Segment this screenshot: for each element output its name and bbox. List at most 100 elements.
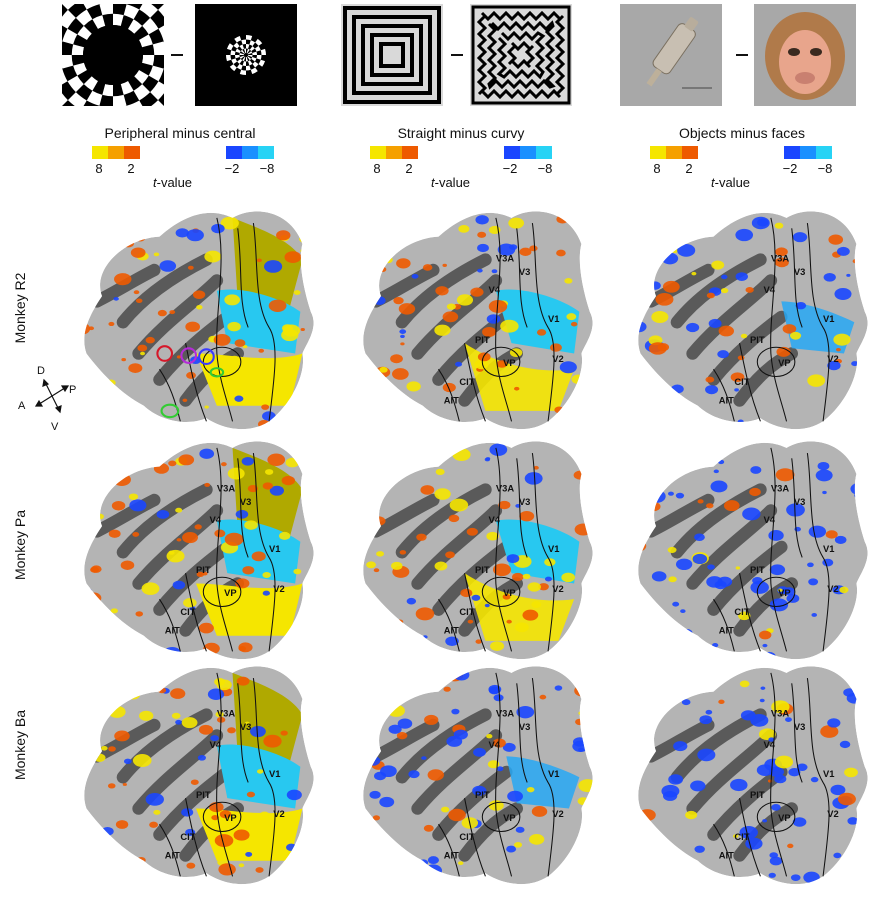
row-label-monkey-pa: Monkey Pa [12, 509, 28, 581]
minus-sign [171, 54, 183, 56]
tick-label: −2 [224, 161, 240, 176]
area-label-vp: VP [503, 812, 516, 823]
brain-flatmap: V3A V3 V4 V1 PIT VP V2 CIT AIT [335, 427, 615, 667]
area-label-vp: VP [778, 587, 791, 598]
area-label-v1: V1 [269, 768, 280, 779]
area-label-cit: CIT [734, 376, 749, 387]
area-label-v2: V2 [827, 583, 838, 594]
area-label-v3: V3 [794, 721, 805, 732]
area-label-v3: V3 [240, 721, 251, 732]
tick-label: 2 [127, 161, 135, 176]
area-label-cit: CIT [734, 606, 749, 617]
area-label-vp: VP [224, 812, 237, 823]
area-label-v2: V2 [827, 353, 838, 364]
area-label-v4: V4 [489, 284, 501, 295]
compass-posterior-label: P [69, 384, 77, 396]
area-label-v3a: V3A [771, 253, 789, 264]
area-label-vp: VP [224, 587, 237, 598]
row-label-monkey-ba: Monkey Ba [12, 709, 28, 781]
brain-flatmap: V3A V3 V4 V1 PIT VP V2 CIT AIT [335, 652, 615, 892]
compass-dorsal-label: D [37, 365, 45, 377]
area-label-v1: V1 [548, 313, 559, 324]
area-label-pit: PIT [750, 564, 765, 575]
area-label-pit: PIT [196, 564, 211, 575]
area-label-v3: V3 [519, 496, 530, 507]
tick-label: −8 [537, 161, 553, 176]
brain-flatmap: V3A V3 V4 V1 PIT VP V2 CIT AIT [610, 197, 877, 437]
area-label-v1: V1 [823, 768, 834, 779]
t-value-label: t-value [711, 175, 751, 190]
area-label-v3a: V3A [771, 483, 789, 494]
area-label-v4: V4 [764, 739, 776, 750]
area-label-v1: V1 [823, 313, 834, 324]
brain-flatmap: V3A V3 V4 V1 PIT VP V2 CIT AIT [610, 652, 877, 892]
monkey-face-image [754, 4, 856, 106]
minus-sign [451, 54, 463, 56]
tick-label: 2 [405, 161, 413, 176]
contrast-title-objects: Objects minus faces [678, 125, 806, 141]
compass-anterior-label: A [18, 400, 26, 412]
area-label-cit: CIT [180, 606, 195, 617]
curvy-squares-image [470, 4, 572, 106]
central-checkerboard-image [195, 4, 297, 106]
area-label-vp: VP [503, 357, 516, 368]
brain-flatmap: V3A V3 V4 V1 PIT VP V2 CIT AIT [335, 197, 615, 437]
brain-flatmap: V3A V3 V4 V1 PIT VP V2 CIT AIT [610, 427, 877, 667]
area-label-v3a: V3A [771, 708, 789, 719]
area-label-v3a: V3A [217, 483, 235, 494]
area-label-v2: V2 [273, 808, 284, 819]
tick-label: −2 [782, 161, 798, 176]
area-label-v4: V4 [210, 739, 222, 750]
area-label-pit: PIT [475, 334, 490, 345]
area-label-v1: V1 [548, 543, 559, 554]
area-label-cit: CIT [734, 831, 749, 842]
bottle-object-image [620, 4, 722, 106]
area-label-v4: V4 [489, 514, 501, 525]
area-label-v1: V1 [548, 768, 559, 779]
area-label-v2: V2 [552, 583, 563, 594]
area-label-cit: CIT [459, 606, 474, 617]
area-label-v2: V2 [552, 353, 563, 364]
area-label-vp: VP [778, 357, 791, 368]
area-label-pit: PIT [750, 789, 765, 800]
area-label-vp: VP [778, 812, 791, 823]
t-value-label: t-value [153, 175, 193, 190]
area-label-ait: AIT [165, 850, 180, 861]
area-label-cit: CIT [180, 831, 195, 842]
tick-label: 8 [373, 161, 381, 176]
compass-ventral-label: V [51, 421, 59, 433]
area-label-v3a: V3A [496, 708, 514, 719]
tick-label: −8 [259, 161, 275, 176]
area-label-v2: V2 [552, 808, 563, 819]
area-label-v3a: V3A [217, 708, 235, 719]
straight-squares-image [341, 4, 443, 106]
area-label-v3: V3 [519, 721, 530, 732]
area-label-vp: VP [503, 587, 516, 598]
area-label-ait: AIT [719, 625, 734, 636]
tick-label: −8 [817, 161, 833, 176]
area-label-v4: V4 [210, 514, 222, 525]
area-label-pit: PIT [750, 334, 765, 345]
area-label-ait: AIT [165, 625, 180, 636]
area-label-v2: V2 [273, 583, 284, 594]
area-label-pit: PIT [196, 789, 211, 800]
contrast-title-straight: Straight minus curvy [397, 125, 525, 141]
area-label-cit: CIT [459, 376, 474, 387]
area-label-v4: V4 [764, 514, 776, 525]
peripheral-checkerboard-image [62, 4, 164, 106]
area-label-ait: AIT [719, 850, 734, 861]
area-label-ait: AIT [719, 395, 734, 406]
brain-flatmap: V3A V3 V4 V1 PIT VP V2 CIT AIT [56, 652, 336, 892]
row-label-monkey-r2: Monkey R2 [12, 272, 28, 344]
area-label-cit: CIT [459, 831, 474, 842]
tick-label: 8 [653, 161, 661, 176]
area-label-v3: V3 [794, 266, 805, 277]
area-label-pit: PIT [475, 564, 490, 575]
tick-label: 2 [685, 161, 693, 176]
area-label-v3: V3 [519, 266, 530, 277]
t-value-label: t-value [431, 175, 471, 190]
brain-flatmap [56, 197, 336, 437]
area-label-ait: AIT [444, 625, 459, 636]
area-label-v3a: V3A [496, 483, 514, 494]
area-label-v1: V1 [269, 543, 280, 554]
